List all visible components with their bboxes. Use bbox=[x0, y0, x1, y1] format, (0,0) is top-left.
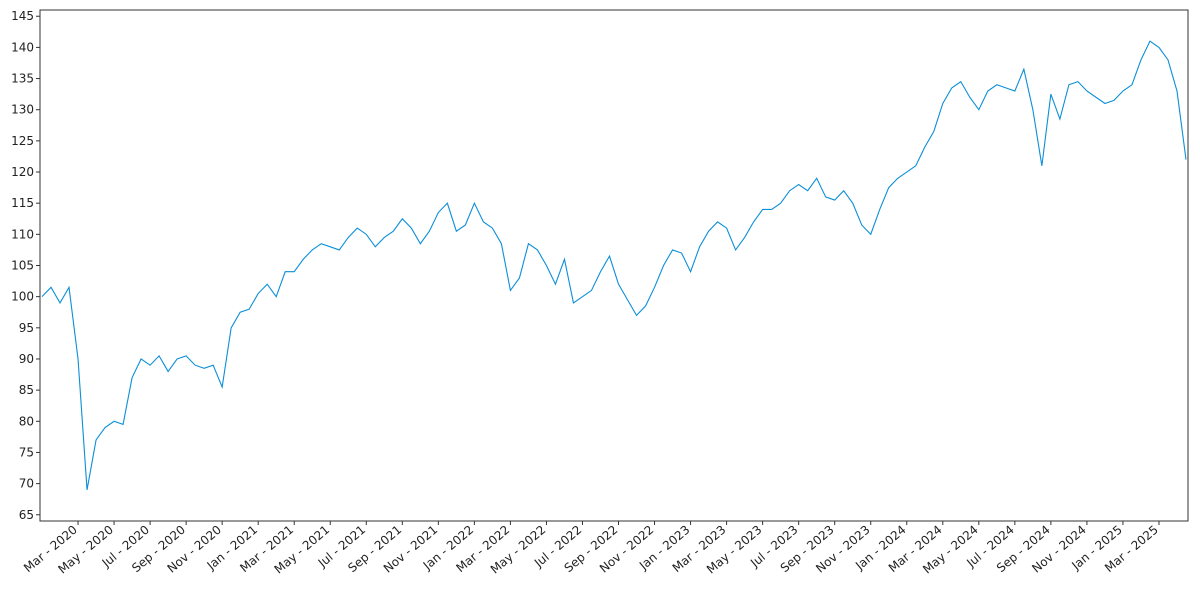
plot-frame bbox=[39, 9, 1189, 522]
y-tick-label: 110 bbox=[11, 227, 34, 241]
y-tick-label: 130 bbox=[11, 103, 34, 117]
y-tick-label: 75 bbox=[19, 445, 34, 459]
y-tick-label: 85 bbox=[19, 383, 34, 397]
y-tick-label: 100 bbox=[11, 290, 34, 304]
y-tick-label: 65 bbox=[19, 508, 34, 522]
y-tick-label: 140 bbox=[11, 40, 34, 54]
y-tick-label: 145 bbox=[11, 9, 34, 23]
y-tick-label: 95 bbox=[19, 321, 34, 335]
y-tick-label: 90 bbox=[19, 352, 34, 366]
y-tick-label: 120 bbox=[11, 165, 34, 179]
y-tick-label: 105 bbox=[11, 259, 34, 273]
y-tick-label: 115 bbox=[11, 196, 34, 210]
y-tick-label: 135 bbox=[11, 72, 34, 86]
y-tick-label: 70 bbox=[19, 477, 34, 491]
y-tick-label: 80 bbox=[19, 414, 34, 428]
y-tick-label: 125 bbox=[11, 134, 34, 148]
data-line bbox=[41, 40, 1187, 490]
